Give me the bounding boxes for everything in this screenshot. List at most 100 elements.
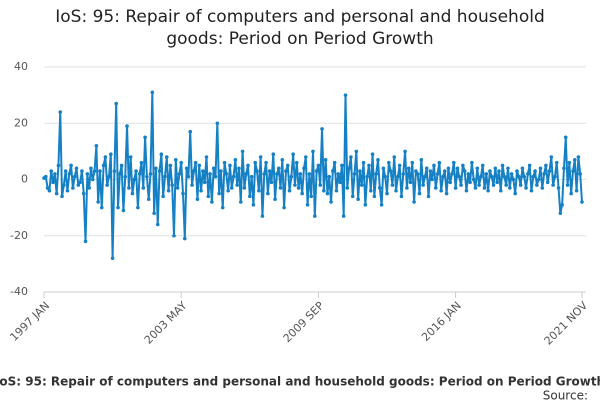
point <box>80 169 84 173</box>
point <box>536 177 541 182</box>
point <box>244 172 249 176</box>
point <box>560 203 564 207</box>
point <box>49 169 54 173</box>
point <box>266 191 270 196</box>
point <box>123 174 128 179</box>
point <box>423 174 427 179</box>
point <box>511 177 516 182</box>
point <box>62 183 66 187</box>
point <box>334 188 339 193</box>
point <box>376 158 380 162</box>
point <box>363 203 368 207</box>
point <box>118 172 122 176</box>
point <box>130 191 135 196</box>
point <box>145 174 149 179</box>
point <box>155 222 160 227</box>
point <box>143 135 147 140</box>
point <box>547 169 552 173</box>
point <box>336 172 341 176</box>
point <box>121 208 126 213</box>
point <box>275 172 279 176</box>
point <box>553 174 557 179</box>
point <box>45 186 50 190</box>
point <box>343 93 348 97</box>
point <box>569 191 573 196</box>
point <box>293 183 297 187</box>
point <box>96 200 100 204</box>
point <box>540 186 545 190</box>
point <box>56 163 61 168</box>
point <box>426 194 431 199</box>
point <box>354 149 359 154</box>
point <box>408 180 413 185</box>
point <box>466 172 471 176</box>
point <box>195 197 200 201</box>
point <box>302 166 306 171</box>
point <box>430 177 434 182</box>
point <box>385 191 389 196</box>
point <box>219 169 223 173</box>
point <box>424 166 429 171</box>
point <box>325 191 330 196</box>
caption: IoS: 95: Repair of computers and persona… <box>0 375 600 389</box>
y-tick-label: -20 <box>10 229 28 242</box>
point <box>193 160 198 165</box>
point <box>229 186 234 190</box>
point <box>397 163 402 168</box>
point <box>368 188 373 193</box>
point <box>341 214 346 218</box>
point <box>201 169 205 173</box>
point <box>522 174 527 179</box>
point <box>157 169 162 173</box>
point <box>233 158 238 162</box>
point <box>410 160 415 165</box>
point <box>506 166 510 171</box>
point <box>316 163 321 168</box>
point <box>85 172 90 176</box>
point <box>414 169 418 173</box>
point <box>44 174 48 179</box>
point <box>110 256 115 261</box>
point <box>190 183 194 187</box>
point <box>571 169 575 173</box>
point <box>439 188 443 193</box>
point <box>238 200 243 204</box>
point <box>417 191 422 196</box>
point <box>415 172 420 176</box>
point <box>549 155 554 159</box>
point <box>168 163 173 168</box>
x-tick-label: 2003 MAY <box>142 299 190 347</box>
point <box>240 149 245 154</box>
point <box>105 183 109 187</box>
point <box>163 174 167 179</box>
point <box>213 174 218 179</box>
point <box>260 214 265 218</box>
point <box>520 166 525 171</box>
point <box>251 203 256 207</box>
point <box>134 169 138 173</box>
point <box>370 152 375 156</box>
point <box>58 110 63 114</box>
point <box>527 163 532 168</box>
point <box>473 186 478 190</box>
point <box>204 155 209 159</box>
point <box>132 177 137 182</box>
point <box>226 188 230 193</box>
point <box>450 172 454 176</box>
point <box>170 183 174 187</box>
point <box>99 205 104 210</box>
point <box>89 166 93 171</box>
point <box>284 169 288 173</box>
point <box>264 160 268 165</box>
point <box>432 163 436 168</box>
point <box>340 163 344 168</box>
point <box>287 188 292 193</box>
point <box>282 205 286 210</box>
point <box>544 163 548 168</box>
point <box>98 169 102 173</box>
point <box>208 172 212 176</box>
point <box>309 194 313 199</box>
point <box>421 183 425 187</box>
point <box>433 186 438 190</box>
